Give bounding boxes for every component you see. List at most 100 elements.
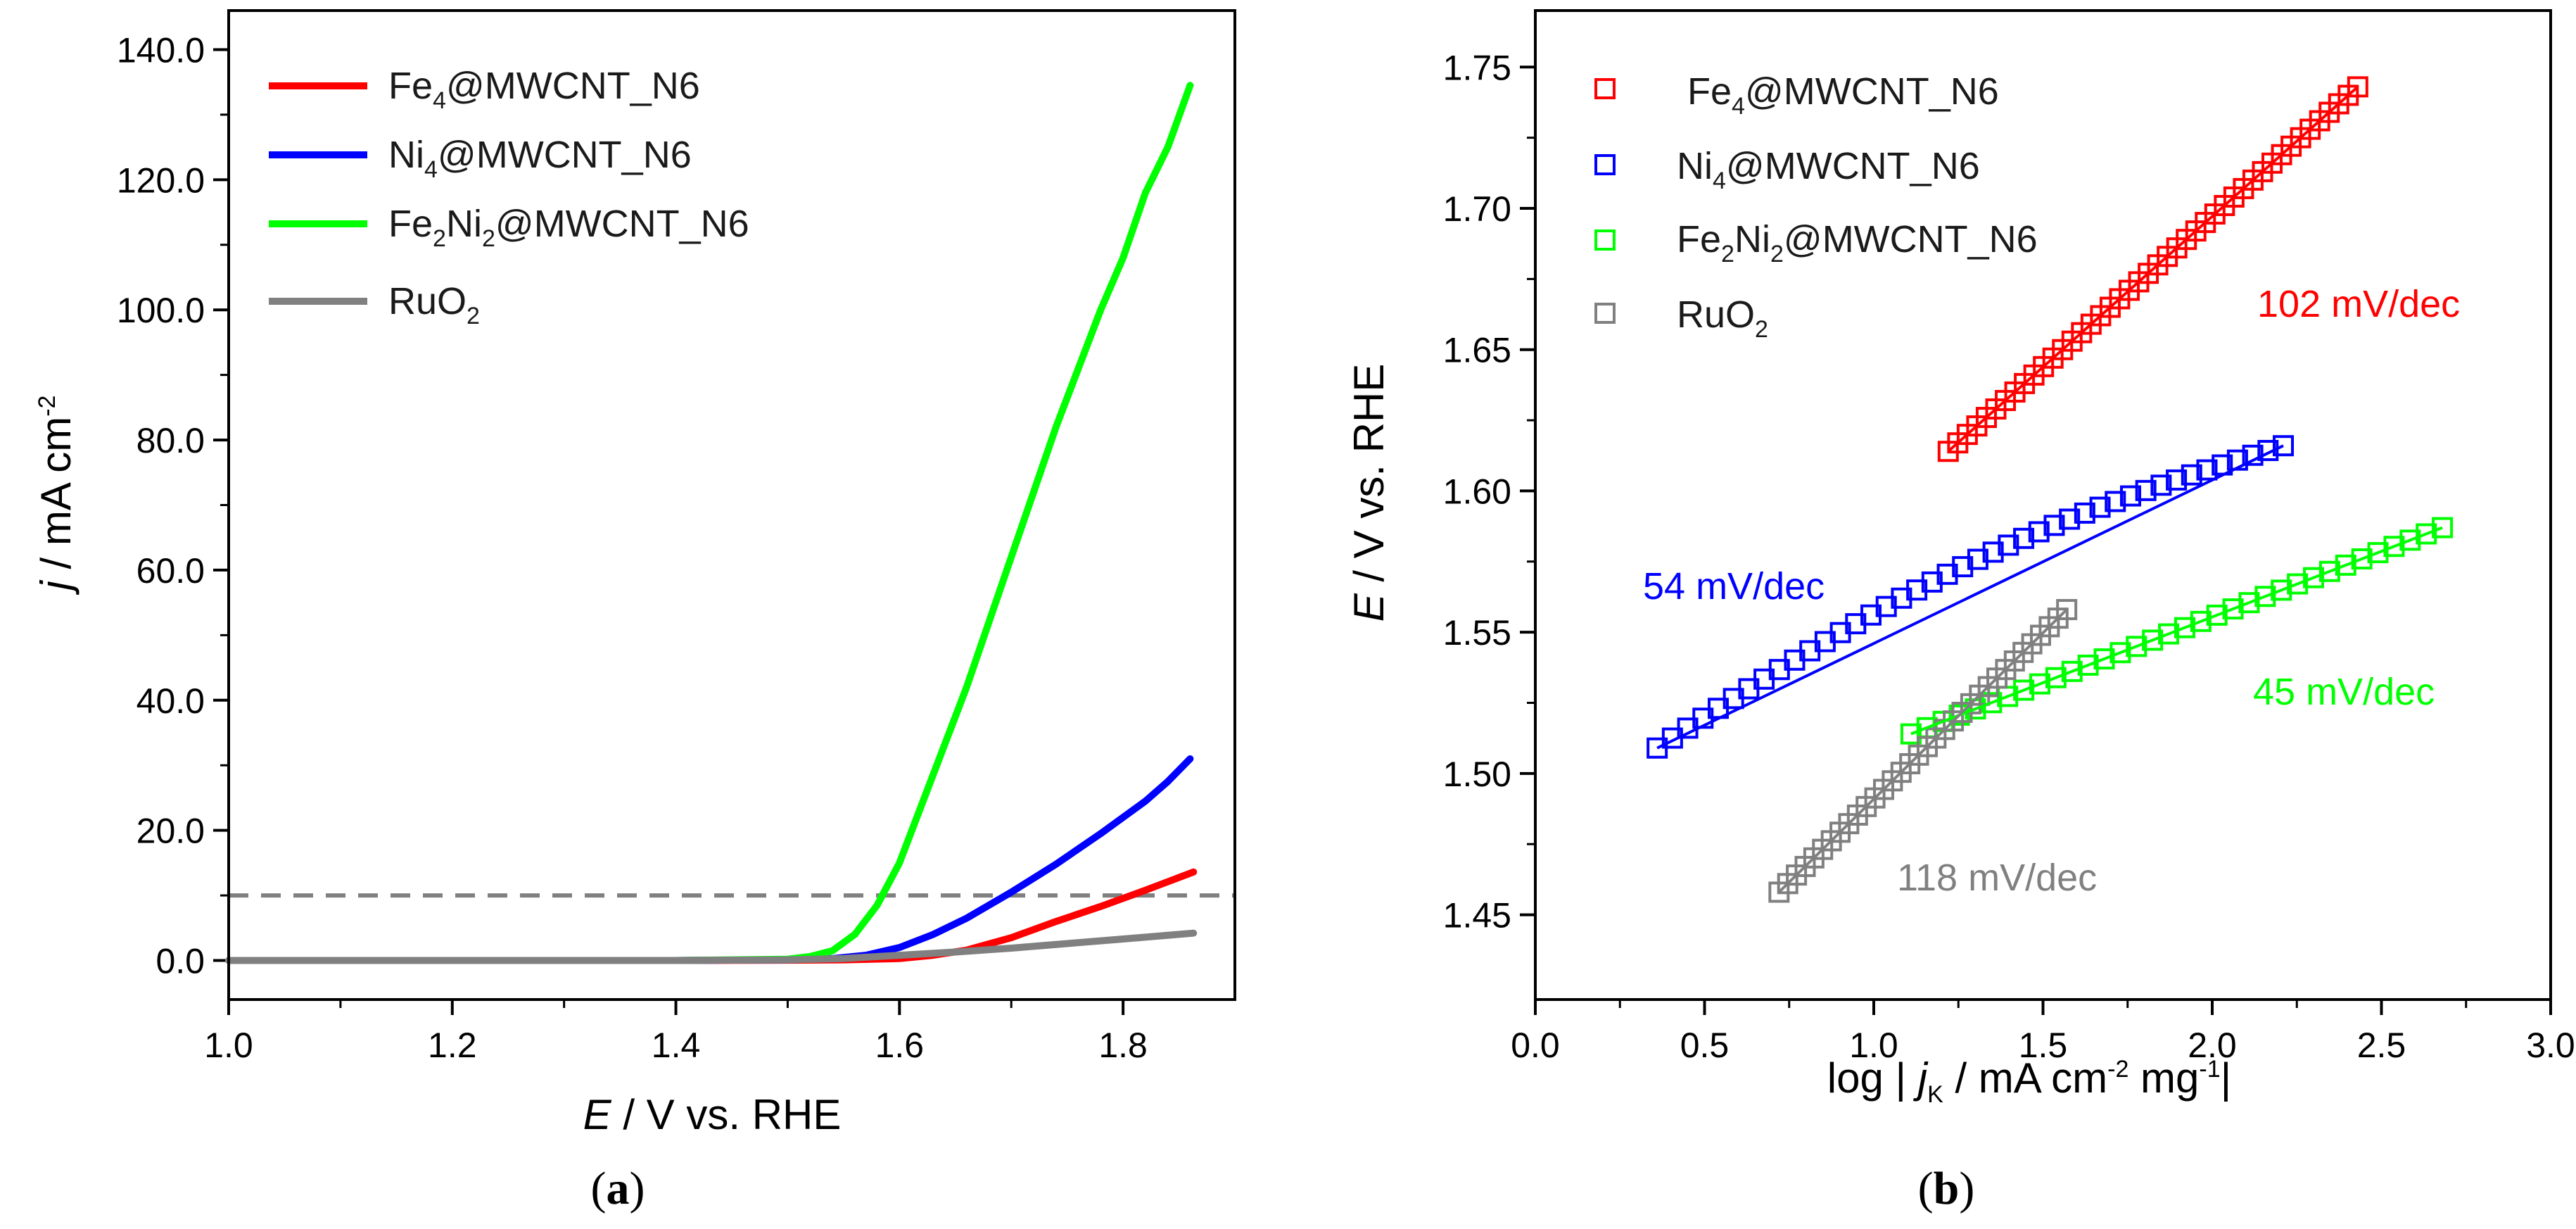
panel-a-lvs-chart: 1.0 1.2 1.4 1.6 1.8 0.0 20.0 40.0 60.0 80.0 100.0 1… <box>32 9 1236 1214</box>
slope-label-ruo2: 118 mV/dec <box>1897 857 2097 899</box>
point-ni4-mwcnt-n6 <box>2135 479 2157 501</box>
point-ni4-mwcnt-n6 <box>2119 485 2141 507</box>
slope-label-ni4: 54 mV/dec <box>1643 565 1825 607</box>
point-ni4-mwcnt-n6 <box>2196 459 2218 481</box>
point-ni4-mwcnt-n6 <box>2089 496 2111 518</box>
point-ni4-mwcnt-n6 <box>1952 556 1974 578</box>
point-fe2ni2-mwcnt-n6 <box>2142 629 2164 651</box>
legend-marker-ruo2 <box>1594 303 1616 324</box>
point-fe2ni2-mwcnt-n6 <box>2432 517 2454 538</box>
point-fe2ni2-mwcnt-n6 <box>2029 673 2050 695</box>
panel-b-ticks: 0.0 0.5 1.0 1.5 2.0 2.5 3.0 1.45 1.50 1.55 1.60 1.6… <box>1443 48 2575 1065</box>
y-tick-label-b: 1.55 <box>1443 613 1511 653</box>
legend-label-b-ni4: Ni4@MWCNT_N6 <box>1677 145 1980 194</box>
point-fe2ni2-mwcnt-n6 <box>2271 579 2292 601</box>
panel-b-fit-lines <box>1656 85 2443 893</box>
slope-label-fe4: 102 mV/dec <box>2257 283 2460 325</box>
curve-ni4-mwcnt-n6 <box>225 755 1194 964</box>
point-fe2ni2-mwcnt-n6 <box>2222 598 2244 620</box>
panel-b-points <box>1647 76 2454 903</box>
slope-label-fe2ni2: 45 mV/dec <box>2253 671 2435 713</box>
point-ni4-mwcnt-n6 <box>2273 435 2295 457</box>
y-tick-label-b: 1.75 <box>1443 48 1511 87</box>
y-tick-label-a: 60.0 <box>137 551 205 591</box>
fit-line-ruo2 <box>1777 608 2068 893</box>
point-fe2ni2-mwcnt-n6 <box>2077 654 2099 676</box>
point-fe2ni2-mwcnt-n6 <box>2045 667 2067 688</box>
point-ni4-mwcnt-n6 <box>2166 469 2188 491</box>
point-fe2ni2-mwcnt-n6 <box>2318 560 2340 582</box>
x-tick-label-b: 2.0 <box>2188 1026 2237 1065</box>
panel-a-legend: Fe4@MWCNT_N6 Ni4@MWCNT_N6 Fe2Ni2@MWCNT_N… <box>269 65 749 329</box>
legend-marker-ni4 <box>1594 154 1616 175</box>
curve-ruo2 <box>225 929 1198 964</box>
fit-line-ni4-mwcnt-n6 <box>1656 444 2284 750</box>
legend-label-ruo2: RuO2 <box>388 280 480 329</box>
x-tick-label-b: 0.0 <box>1511 1026 1560 1065</box>
point-fe2ni2-mwcnt-n6 <box>2238 592 2260 614</box>
x-tick-label-a: 1.0 <box>204 1026 253 1065</box>
x-tick-label-a: 1.2 <box>428 1026 477 1065</box>
point-fe2ni2-mwcnt-n6 <box>2383 536 2405 557</box>
x-tick-label-b: 1.0 <box>1849 1026 1898 1065</box>
point-fe2ni2-mwcnt-n6 <box>2335 554 2356 576</box>
y-tick-label-a: 20.0 <box>137 812 205 851</box>
panel-a-x-axis-title: E / V vs. RHE <box>583 1091 842 1138</box>
point-fe2ni2-mwcnt-n6 <box>2174 617 2195 638</box>
x-tick-label-b: 2.5 <box>2357 1026 2406 1065</box>
panel-a-y-axis-title: j / mA cm-2 <box>32 396 80 595</box>
legend-label-ni4: Ni4@MWCNT_N6 <box>388 134 692 183</box>
legend-label-fe4: Fe4@MWCNT_N6 <box>388 65 700 114</box>
panel-b-caption: (b) <box>1918 1163 1975 1214</box>
point-fe2ni2-mwcnt-n6 <box>1981 692 2003 714</box>
panel-b-plot-frame <box>1534 9 2552 1001</box>
point-fe4-mwcnt-n6 <box>2347 76 2368 98</box>
point-ni4-mwcnt-n6 <box>1998 534 2019 556</box>
point-ni4-mwcnt-n6 <box>1936 563 1958 585</box>
panel-b-y-axis-title: E / V vs. RHE <box>1345 364 1392 622</box>
x-tick-label-a: 1.4 <box>652 1026 701 1065</box>
panel-a-caption: (a) <box>591 1163 645 1214</box>
panel-a-ticks: 1.0 1.2 1.4 1.6 1.8 0.0 20.0 40.0 60.0 80.0 100.0 1… <box>117 30 1148 1065</box>
legend-label-b-fe2ni2: Fe2Ni2@MWCNT_N6 <box>1677 218 2038 267</box>
point-ruo2 <box>2056 599 2078 621</box>
point-fe2ni2-mwcnt-n6 <box>2061 660 2083 682</box>
y-tick-label-a: 120.0 <box>117 160 205 200</box>
point-fe2ni2-mwcnt-n6 <box>2351 548 2373 570</box>
point-fe2ni2-mwcnt-n6 <box>1900 723 1922 745</box>
point-ni4-mwcnt-n6 <box>2105 491 2126 512</box>
y-tick-label-a: 0.0 <box>156 942 205 981</box>
point-fe2ni2-mwcnt-n6 <box>2158 623 2180 645</box>
point-fe2ni2-mwcnt-n6 <box>2303 567 2325 588</box>
legend-label-b-fe4: Fe4@MWCNT_N6 <box>1687 70 1999 120</box>
point-fe2ni2-mwcnt-n6 <box>2399 529 2421 551</box>
panel-a-plot-frame <box>227 9 1236 1001</box>
x-tick-label-a: 1.8 <box>1098 1026 1148 1065</box>
point-ni4-mwcnt-n6 <box>2059 508 2081 530</box>
point-fe2ni2-mwcnt-n6 <box>2126 636 2147 657</box>
point-fe2ni2-mwcnt-n6 <box>2190 610 2212 632</box>
y-tick-label-b: 1.65 <box>1443 331 1511 370</box>
point-fe2ni2-mwcnt-n6 <box>2287 573 2309 595</box>
point-fe2ni2-mwcnt-n6 <box>2206 604 2228 626</box>
legend-marker-fe4 <box>1594 78 1616 99</box>
fit-line-fe2ni2-mwcnt-n6 <box>1910 526 2443 736</box>
point-ni4-mwcnt-n6 <box>2028 521 2050 543</box>
point-ni4-mwcnt-n6 <box>2150 474 2172 496</box>
y-tick-label-b: 1.45 <box>1443 896 1511 935</box>
point-ni4-mwcnt-n6 <box>2043 515 2065 536</box>
point-ni4-mwcnt-n6 <box>2074 502 2095 524</box>
fit-line-fe4-mwcnt-n6 <box>1947 85 2359 453</box>
y-tick-label-a: 140.0 <box>117 30 205 70</box>
point-fe2ni2-mwcnt-n6 <box>2367 542 2389 564</box>
legend-marker-fe2ni2 <box>1594 229 1616 251</box>
panel-b-legend: Fe4@MWCNT_N6 Ni4@MWCNT_N6 Fe2Ni2@MWCNT_N… <box>1594 70 2038 343</box>
point-fe2ni2-mwcnt-n6 <box>2416 523 2437 545</box>
legend-label-b-ruo2: RuO2 <box>1677 294 1768 343</box>
y-tick-label-a: 40.0 <box>137 681 205 721</box>
x-tick-label-b: 3.0 <box>2526 1026 2575 1065</box>
x-tick-label-b: 0.5 <box>1680 1026 1730 1065</box>
panel-b-tafel-chart: 0.0 0.5 1.0 1.5 2.0 2.5 3.0 1.45 1.50 1.55 1.60 1.6… <box>1345 9 2575 1214</box>
point-ni4-mwcnt-n6 <box>2181 464 2202 486</box>
